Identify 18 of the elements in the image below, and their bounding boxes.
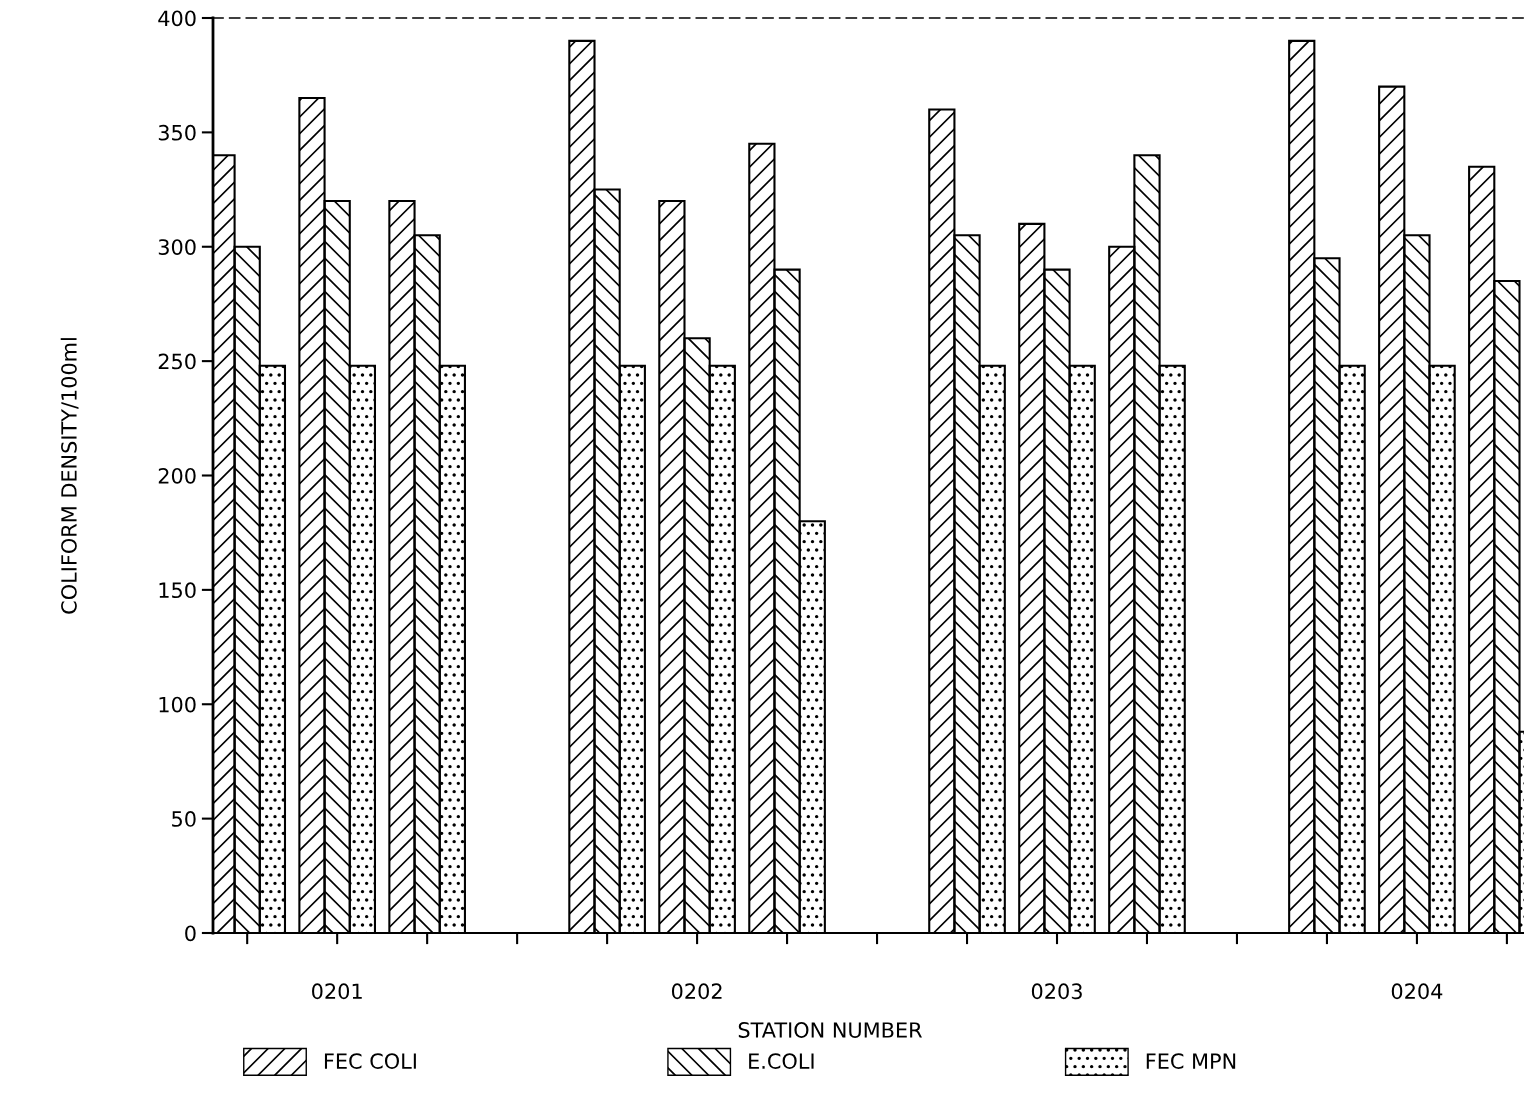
x-tick-label: 0202 xyxy=(671,983,722,1000)
y-axis-title: COLIFORM DENSITY/100ml xyxy=(60,338,79,614)
x-axis-title: STATION NUMBER xyxy=(738,1022,922,1038)
y-tick-label: 300 xyxy=(158,239,196,255)
x-tick-label: 0204 xyxy=(1391,983,1443,1000)
legend-label: E.COLI xyxy=(749,1053,814,1069)
y-tick-label: 50 xyxy=(172,811,196,827)
x-tick-label: 0203 xyxy=(1031,983,1082,1000)
legend-label: FEC MPN xyxy=(1146,1053,1236,1069)
legend-label: FEC COLI xyxy=(324,1053,416,1069)
y-tick-label: 400 xyxy=(158,10,196,27)
x-tick-label: 0201 xyxy=(312,983,362,1000)
y-tick-label: 200 xyxy=(158,467,196,484)
y-tick-label: 250 xyxy=(158,353,196,370)
y-tick-label: 100 xyxy=(159,696,196,713)
y-tick-label: 350 xyxy=(158,124,196,141)
y-tick-label: 0 xyxy=(185,925,196,942)
y-tick-label: 150 xyxy=(159,582,196,599)
